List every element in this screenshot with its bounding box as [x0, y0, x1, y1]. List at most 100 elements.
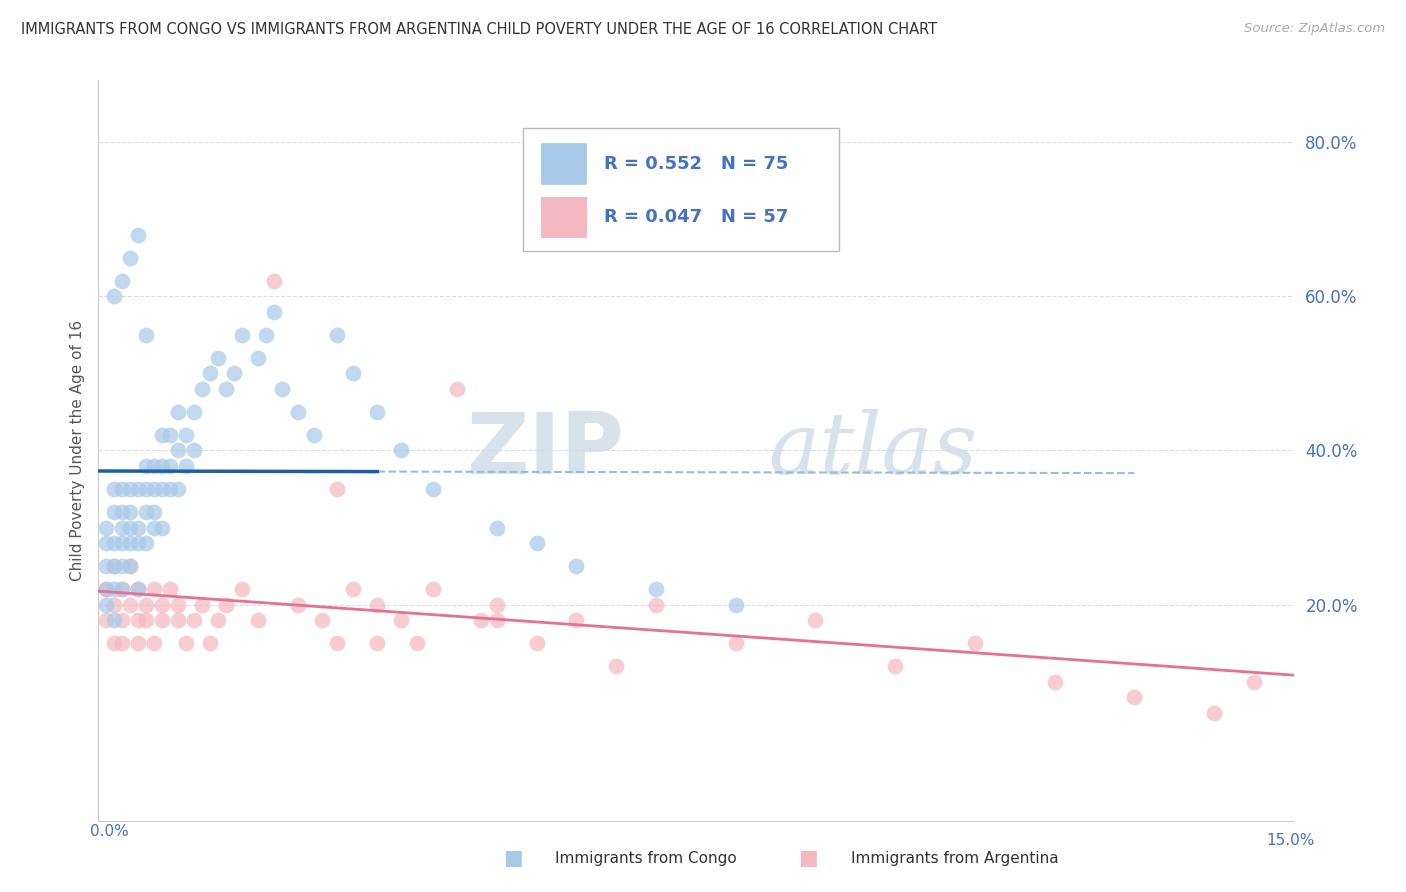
Point	[127, 582, 149, 597]
Point	[342, 582, 364, 597]
Point	[159, 582, 181, 597]
Point	[804, 613, 827, 627]
Point	[645, 582, 668, 597]
Point	[96, 582, 118, 597]
Point	[183, 613, 205, 627]
Point	[127, 520, 149, 534]
Point	[135, 327, 157, 342]
Point	[207, 613, 229, 627]
Point	[191, 382, 214, 396]
Point	[103, 505, 125, 519]
Point	[526, 636, 548, 650]
Point	[1243, 674, 1265, 689]
Point	[120, 505, 142, 519]
Point	[135, 458, 157, 473]
Point	[1043, 674, 1066, 689]
Point	[96, 582, 118, 597]
Point	[207, 351, 229, 365]
Point	[485, 598, 508, 612]
Point	[135, 598, 157, 612]
Point	[96, 598, 118, 612]
Point	[103, 598, 125, 612]
Point	[645, 598, 668, 612]
Point	[191, 598, 214, 612]
Text: R = 0.552   N = 75: R = 0.552 N = 75	[605, 155, 789, 173]
Point	[287, 598, 309, 612]
Point	[246, 613, 269, 627]
Point	[963, 636, 986, 650]
Y-axis label: Child Poverty Under the Age of 16: Child Poverty Under the Age of 16	[69, 320, 84, 581]
Point	[422, 582, 444, 597]
FancyBboxPatch shape	[541, 144, 586, 184]
Point	[526, 536, 548, 550]
Point	[127, 227, 149, 242]
Point	[111, 636, 134, 650]
Point	[103, 536, 125, 550]
Point	[127, 636, 149, 650]
Point	[143, 520, 166, 534]
Point	[96, 559, 118, 574]
Point	[111, 613, 134, 627]
Text: 0.0%: 0.0%	[90, 824, 129, 839]
Point	[1123, 690, 1146, 705]
Point	[222, 367, 245, 381]
Point	[111, 536, 134, 550]
Point	[366, 598, 388, 612]
Point	[143, 482, 166, 496]
Point	[127, 582, 149, 597]
Point	[183, 405, 205, 419]
Point	[326, 482, 349, 496]
Point	[150, 598, 173, 612]
Point	[159, 458, 181, 473]
Point	[231, 327, 253, 342]
Point	[103, 559, 125, 574]
Point	[150, 613, 173, 627]
Point	[342, 367, 364, 381]
Point	[150, 458, 173, 473]
Point	[111, 559, 134, 574]
Text: R = 0.047   N = 57: R = 0.047 N = 57	[605, 208, 789, 227]
Point	[96, 536, 118, 550]
Text: Immigrants from Argentina: Immigrants from Argentina	[851, 851, 1059, 865]
Point	[422, 482, 444, 496]
Point	[135, 613, 157, 627]
Point	[263, 304, 285, 318]
Point	[143, 582, 166, 597]
Point	[103, 582, 125, 597]
Point	[884, 659, 907, 673]
FancyBboxPatch shape	[523, 128, 839, 251]
Point	[485, 613, 508, 627]
Point	[174, 458, 197, 473]
Text: ZIP: ZIP	[467, 409, 624, 492]
Point	[120, 598, 142, 612]
Text: atlas: atlas	[768, 409, 977, 491]
Point	[159, 482, 181, 496]
Point	[724, 636, 747, 650]
Point	[270, 382, 292, 396]
Point	[150, 482, 173, 496]
Point	[120, 559, 142, 574]
Text: IMMIGRANTS FROM CONGO VS IMMIGRANTS FROM ARGENTINA CHILD POVERTY UNDER THE AGE O: IMMIGRANTS FROM CONGO VS IMMIGRANTS FROM…	[21, 22, 938, 37]
Point	[103, 613, 125, 627]
Point	[326, 327, 349, 342]
Text: Source: ZipAtlas.com: Source: ZipAtlas.com	[1244, 22, 1385, 36]
Point	[167, 405, 190, 419]
Point	[143, 636, 166, 650]
Point	[111, 582, 134, 597]
Point	[96, 613, 118, 627]
Point	[470, 613, 492, 627]
Point	[111, 505, 134, 519]
Point	[111, 520, 134, 534]
Point	[135, 482, 157, 496]
Point	[120, 536, 142, 550]
Point	[167, 482, 190, 496]
Point	[167, 443, 190, 458]
FancyBboxPatch shape	[541, 196, 586, 237]
Text: ■: ■	[799, 848, 818, 868]
Point	[103, 559, 125, 574]
Point	[103, 289, 125, 303]
Point	[174, 428, 197, 442]
Point	[120, 251, 142, 265]
Point	[135, 505, 157, 519]
Point	[366, 405, 388, 419]
